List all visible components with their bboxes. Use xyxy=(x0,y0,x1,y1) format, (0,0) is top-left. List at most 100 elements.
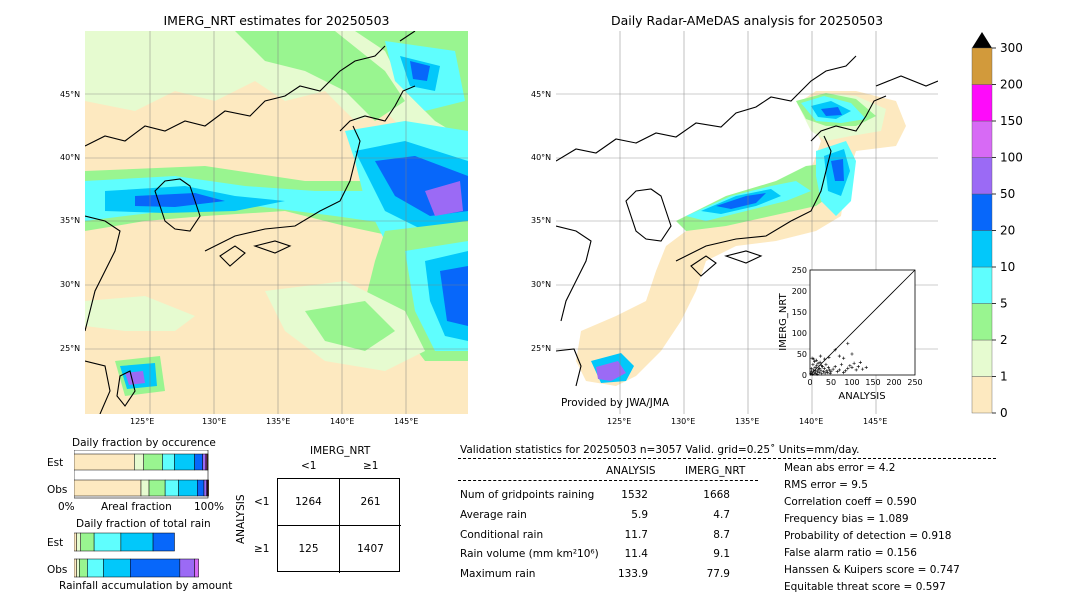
colorbar-tick-label: 0 xyxy=(1000,406,1008,420)
scatter-point xyxy=(811,368,815,372)
stacked-bar-segment xyxy=(207,453,209,471)
stacked-bar-segment xyxy=(93,532,122,552)
stacked-bar-segment xyxy=(148,479,166,497)
scatter-points xyxy=(809,341,868,376)
occurence-xlabel: Areal fraction xyxy=(101,501,172,513)
totalrain-xlabel: Rainfall accumulation by amount xyxy=(59,580,233,592)
scatter-point xyxy=(810,356,814,360)
colorbar-segment xyxy=(971,303,993,341)
scatter-point xyxy=(850,365,854,370)
scatter-point xyxy=(833,348,837,352)
colorbar-segment xyxy=(971,47,993,85)
left-map xyxy=(85,31,468,414)
stacked-bar-segment xyxy=(80,532,95,552)
right-lon-label: 125°E xyxy=(607,417,632,426)
left-lat-label: 40°N xyxy=(60,153,81,162)
scatter-point xyxy=(823,357,827,361)
left-lat-label: 35°N xyxy=(60,216,81,225)
right-lat-label: 25°N xyxy=(531,344,552,353)
totalrain-obs-label: Obs xyxy=(47,564,68,576)
validation-col-imerg: IMERG_NRT xyxy=(685,465,746,477)
scatter-point xyxy=(818,360,822,364)
totalrain-title: Daily fraction of total rain xyxy=(76,518,211,530)
stacked-bar-segment xyxy=(76,532,81,552)
scatter-point xyxy=(815,372,819,376)
scatter-point xyxy=(813,365,817,370)
colorbar-tick-label: 200 xyxy=(1000,78,1023,92)
scatter-x-ticks: 0 50 100 150 200 250 xyxy=(807,378,922,387)
scatter-y-tick-label: 150 xyxy=(792,308,807,317)
scatter-point xyxy=(817,370,821,375)
stacked-bar-segment xyxy=(134,453,144,471)
scatter-x-tick-label: 100 xyxy=(844,378,859,387)
scatter-point xyxy=(810,372,815,376)
colorbar-segment xyxy=(971,230,993,268)
stacked-bar-segment xyxy=(197,479,205,497)
credit-label: Provided by JWA/JMA xyxy=(561,397,670,409)
left-map-title: IMERG_NRT estimates for 20250503 xyxy=(163,13,390,28)
scatter-point xyxy=(860,367,865,371)
scatter-point xyxy=(824,362,828,367)
stacked-bar-segment xyxy=(203,479,207,497)
left-lat-label: 30°N xyxy=(60,280,81,289)
stat-label: Conditional rain xyxy=(460,529,544,541)
right-lon-label: 140°E xyxy=(799,417,824,426)
left-lon-label: 125°E xyxy=(130,417,155,426)
colorbar-extend-arrow xyxy=(972,32,992,48)
stat-label: Average rain xyxy=(460,509,527,521)
scatter-ylabel: IMERG_NRT xyxy=(778,292,789,350)
stacked-bar-segment xyxy=(207,479,209,497)
contingency-col-header: ≥1 xyxy=(363,460,379,472)
stacked-bar-segment xyxy=(74,558,77,578)
scatter-point xyxy=(809,372,813,376)
scatter-point xyxy=(814,358,818,362)
scatter-point xyxy=(858,360,862,364)
scatter-point xyxy=(819,364,823,368)
scatter-xlabel: ANALYSIS xyxy=(838,391,885,402)
stacked-bar-segment xyxy=(178,479,198,497)
contingency-row-header: ≥1 xyxy=(254,543,270,555)
stat-imerg: 1668 xyxy=(703,489,730,501)
scatter-point xyxy=(837,354,841,358)
colorbar-segment xyxy=(971,376,993,414)
scatter-x-tick-label: 250 xyxy=(907,378,922,387)
score: Probability of detection = 0.918 xyxy=(784,530,952,542)
stacked-bar-segment xyxy=(143,453,163,471)
scatter-point xyxy=(811,362,815,367)
contingency-row-header: <1 xyxy=(254,496,270,508)
stat-imerg: 8.7 xyxy=(713,529,730,541)
stacked-bar-segment xyxy=(74,453,135,471)
stat-label: Maximum rain xyxy=(460,568,536,580)
occurence-x-min: 0% xyxy=(58,501,75,513)
stacked-bar-segment xyxy=(194,453,203,471)
validation-header: Validation statistics for 20250503 n=305… xyxy=(460,444,860,456)
scatter-point xyxy=(839,362,844,367)
stat-analysis: 1532 xyxy=(621,489,648,501)
score: Equitable threat score = 0.597 xyxy=(784,581,946,593)
scatter-point xyxy=(820,372,824,376)
stat-analysis: 11.7 xyxy=(624,529,648,541)
stacked-bar-segment xyxy=(74,479,142,497)
left-lon-label: 145°E xyxy=(394,417,419,426)
right-lat-label: 35°N xyxy=(531,216,552,225)
colorbar: 0 1 2 5 10 20 50 100 150 200 300 xyxy=(971,32,1023,420)
colorbar-tick-label: 300 xyxy=(1000,41,1023,55)
scatter-point xyxy=(842,370,846,375)
scatter-x-tick-label: 150 xyxy=(865,378,880,387)
score: Mean abs error = 4.2 xyxy=(784,462,896,474)
left-lat-label: 25°N xyxy=(60,344,81,353)
contingency-col-header: <1 xyxy=(301,460,317,472)
scatter-point xyxy=(837,368,841,372)
occurence-bars xyxy=(74,450,209,499)
scatter-point xyxy=(809,367,813,371)
stacked-bar-segment xyxy=(120,532,154,552)
stacked-bar-segment xyxy=(79,558,88,578)
occurence-obs-label: Obs xyxy=(47,484,68,496)
stacked-bar-segment xyxy=(164,479,179,497)
colorbar-tick-label: 150 xyxy=(1000,114,1023,128)
stat-label: Num of gridpoints raining xyxy=(460,489,595,501)
scatter-point xyxy=(827,355,831,359)
stacked-bar-segment xyxy=(152,532,175,552)
colorbar-tick-label: 2 xyxy=(1000,333,1008,347)
scatter-y-tick-label: 250 xyxy=(792,266,807,275)
